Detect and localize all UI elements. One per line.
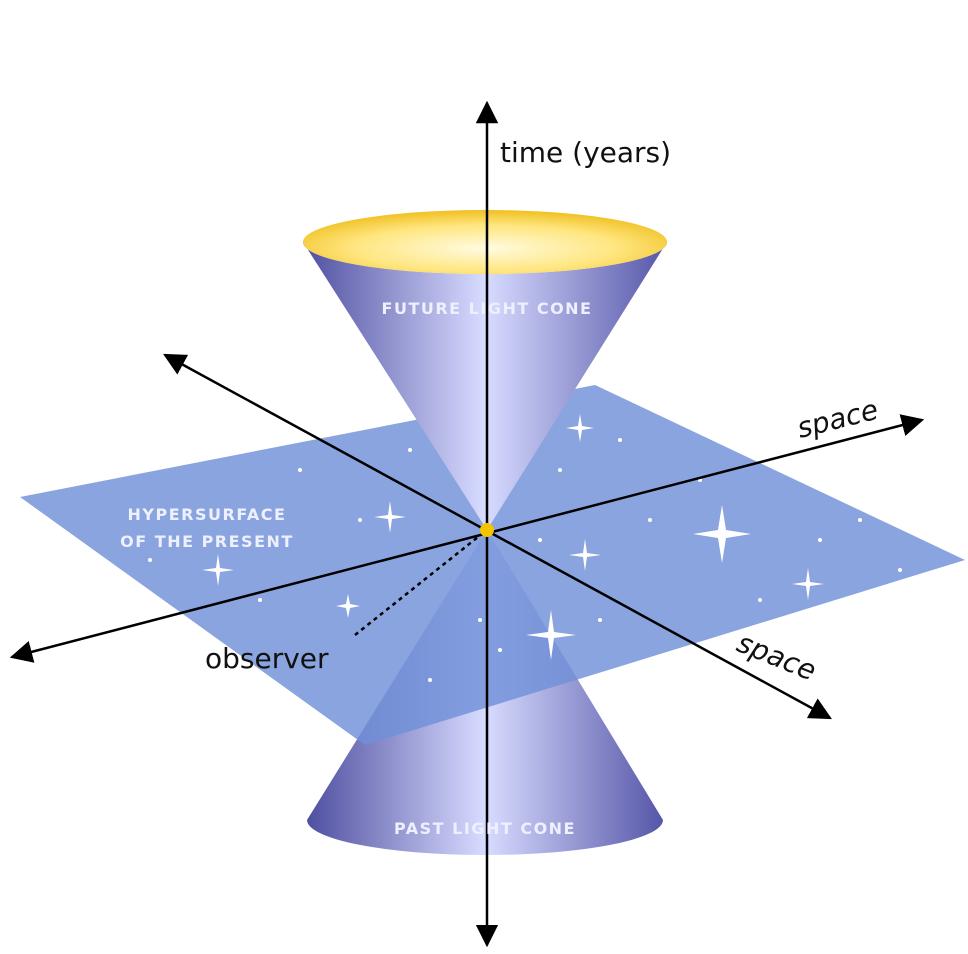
observer-point bbox=[480, 523, 494, 537]
observer-pointer bbox=[354, 536, 479, 636]
space-axis-right bbox=[9, 414, 925, 663]
past-cone-label: PAST LIGHT CONE bbox=[394, 819, 576, 838]
space-axis-label: space bbox=[732, 626, 821, 687]
space-axis-label: space bbox=[794, 393, 882, 445]
hypersurface-label: OF THE PRESENT bbox=[120, 532, 294, 551]
hypersurface-label: HYPERSURFACE bbox=[128, 505, 287, 524]
future-cone-mouth bbox=[303, 210, 667, 274]
observer-label: observer bbox=[205, 642, 329, 675]
future-cone-label: FUTURE LIGHT CONE bbox=[382, 299, 593, 318]
time-axis-label: time (years) bbox=[500, 136, 671, 169]
